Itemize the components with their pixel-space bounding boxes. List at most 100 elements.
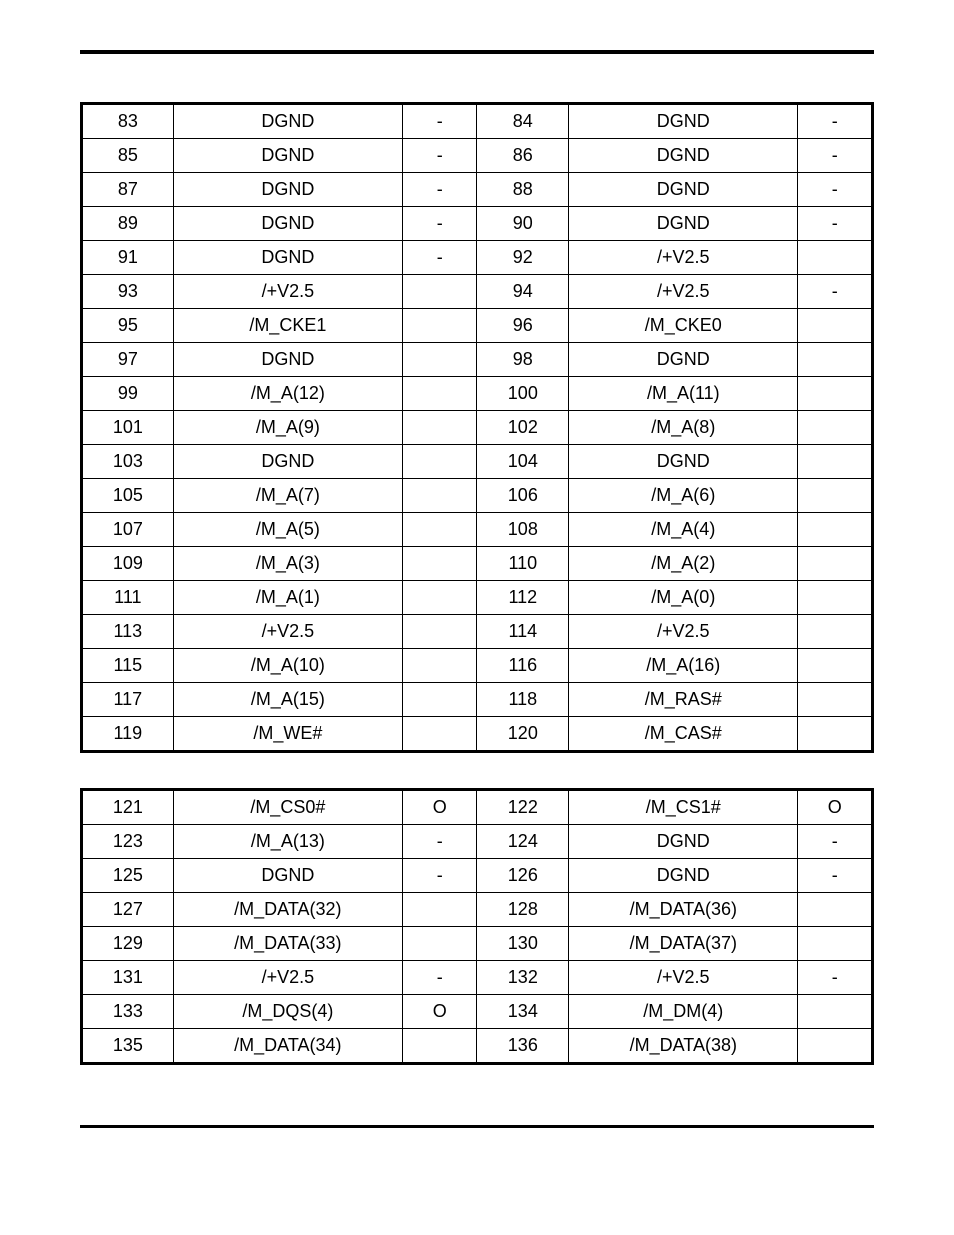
table-cell: 122 [477, 790, 569, 825]
table-cell: - [402, 173, 477, 207]
table-cell: /M_DM(4) [569, 995, 798, 1029]
table-cell: 120 [477, 717, 569, 752]
table-cell [402, 275, 477, 309]
table-cell [798, 411, 873, 445]
table-cell: /M_A(3) [173, 547, 402, 581]
table-cell: /M_DATA(32) [173, 893, 402, 927]
table-cell: - [402, 207, 477, 241]
table-cell: DGND [173, 859, 402, 893]
table-cell [402, 893, 477, 927]
table-cell [798, 309, 873, 343]
table-cell [402, 615, 477, 649]
table-cell [402, 547, 477, 581]
table-row: 121/M_CS0#O122/M_CS1#O [82, 790, 873, 825]
table-cell [402, 309, 477, 343]
table-cell: /M_A(5) [173, 513, 402, 547]
table-cell: /M_DQS(4) [173, 995, 402, 1029]
table-cell: /M_A(7) [173, 479, 402, 513]
table-cell: /M_DATA(37) [569, 927, 798, 961]
table-cell [798, 241, 873, 275]
table-cell: 112 [477, 581, 569, 615]
table-cell: - [402, 241, 477, 275]
pin-table-1: 121/M_CS0#O122/M_CS1#O123/M_A(13)-124DGN… [80, 788, 874, 1065]
table-cell [402, 717, 477, 752]
table-cell: 100 [477, 377, 569, 411]
table-cell [402, 649, 477, 683]
table-cell: 107 [82, 513, 174, 547]
table-cell: 95 [82, 309, 174, 343]
table-cell [798, 927, 873, 961]
table-row: 93/+V2.594/+V2.5- [82, 275, 873, 309]
table-cell: - [798, 275, 873, 309]
table-cell: 86 [477, 139, 569, 173]
table-cell: 108 [477, 513, 569, 547]
table-cell: 109 [82, 547, 174, 581]
table-cell: /M_A(15) [173, 683, 402, 717]
table-cell [798, 995, 873, 1029]
table-cell [402, 479, 477, 513]
table-cell: DGND [173, 343, 402, 377]
table-cell [402, 683, 477, 717]
table-cell [402, 1029, 477, 1064]
table-cell: DGND [569, 207, 798, 241]
table-cell: - [402, 859, 477, 893]
document-page: 83DGND-84DGND-85DGND-86DGND-87DGND-88DGN… [0, 0, 954, 1188]
table-cell: 128 [477, 893, 569, 927]
table-row: 89DGND-90DGND- [82, 207, 873, 241]
table-cell: /M_A(1) [173, 581, 402, 615]
table-cell: /M_A(16) [569, 649, 798, 683]
table-cell: /M_CS0# [173, 790, 402, 825]
table-cell: 134 [477, 995, 569, 1029]
table-row: 87DGND-88DGND- [82, 173, 873, 207]
table-cell: /M_A(6) [569, 479, 798, 513]
table-cell [798, 717, 873, 752]
table-cell: 116 [477, 649, 569, 683]
table-cell: - [798, 825, 873, 859]
table-cell: 99 [82, 377, 174, 411]
table-cell [402, 513, 477, 547]
table-cell: /+V2.5 [569, 961, 798, 995]
table-cell: 132 [477, 961, 569, 995]
table-cell: 102 [477, 411, 569, 445]
table-cell: 117 [82, 683, 174, 717]
table-cell: DGND [173, 104, 402, 139]
table-row: 111/M_A(1)112/M_A(0) [82, 581, 873, 615]
table-cell: /+V2.5 [569, 615, 798, 649]
table-cell: /M_A(10) [173, 649, 402, 683]
table-cell: - [402, 825, 477, 859]
table-cell: /+V2.5 [173, 961, 402, 995]
table-row: 85DGND-86DGND- [82, 139, 873, 173]
table-cell [798, 479, 873, 513]
table-cell: 119 [82, 717, 174, 752]
table-cell [798, 343, 873, 377]
table-cell: /M_CKE1 [173, 309, 402, 343]
table-cell: 126 [477, 859, 569, 893]
bottom-rule [80, 1125, 874, 1128]
table-cell: 135 [82, 1029, 174, 1064]
table-cell: 89 [82, 207, 174, 241]
table-cell: 130 [477, 927, 569, 961]
table-cell: /M_A(11) [569, 377, 798, 411]
table-cell: - [798, 173, 873, 207]
table-cell: /M_A(0) [569, 581, 798, 615]
table-cell: /M_CS1# [569, 790, 798, 825]
table-cell: O [402, 995, 477, 1029]
table-cell [402, 343, 477, 377]
table-cell: DGND [569, 173, 798, 207]
table-cell: 123 [82, 825, 174, 859]
table-cell [798, 649, 873, 683]
table-cell: DGND [173, 173, 402, 207]
table-row: 123/M_A(13)-124DGND- [82, 825, 873, 859]
tables-container: 83DGND-84DGND-85DGND-86DGND-87DGND-88DGN… [80, 102, 874, 1065]
table-cell: - [798, 859, 873, 893]
table-cell: 127 [82, 893, 174, 927]
table-cell: 115 [82, 649, 174, 683]
table-cell: 91 [82, 241, 174, 275]
table-cell: /M_RAS# [569, 683, 798, 717]
table-cell: 131 [82, 961, 174, 995]
table-cell: 133 [82, 995, 174, 1029]
table-cell: DGND [173, 207, 402, 241]
table-cell: /M_CKE0 [569, 309, 798, 343]
table-cell: 85 [82, 139, 174, 173]
table-row: 131/+V2.5-132/+V2.5- [82, 961, 873, 995]
